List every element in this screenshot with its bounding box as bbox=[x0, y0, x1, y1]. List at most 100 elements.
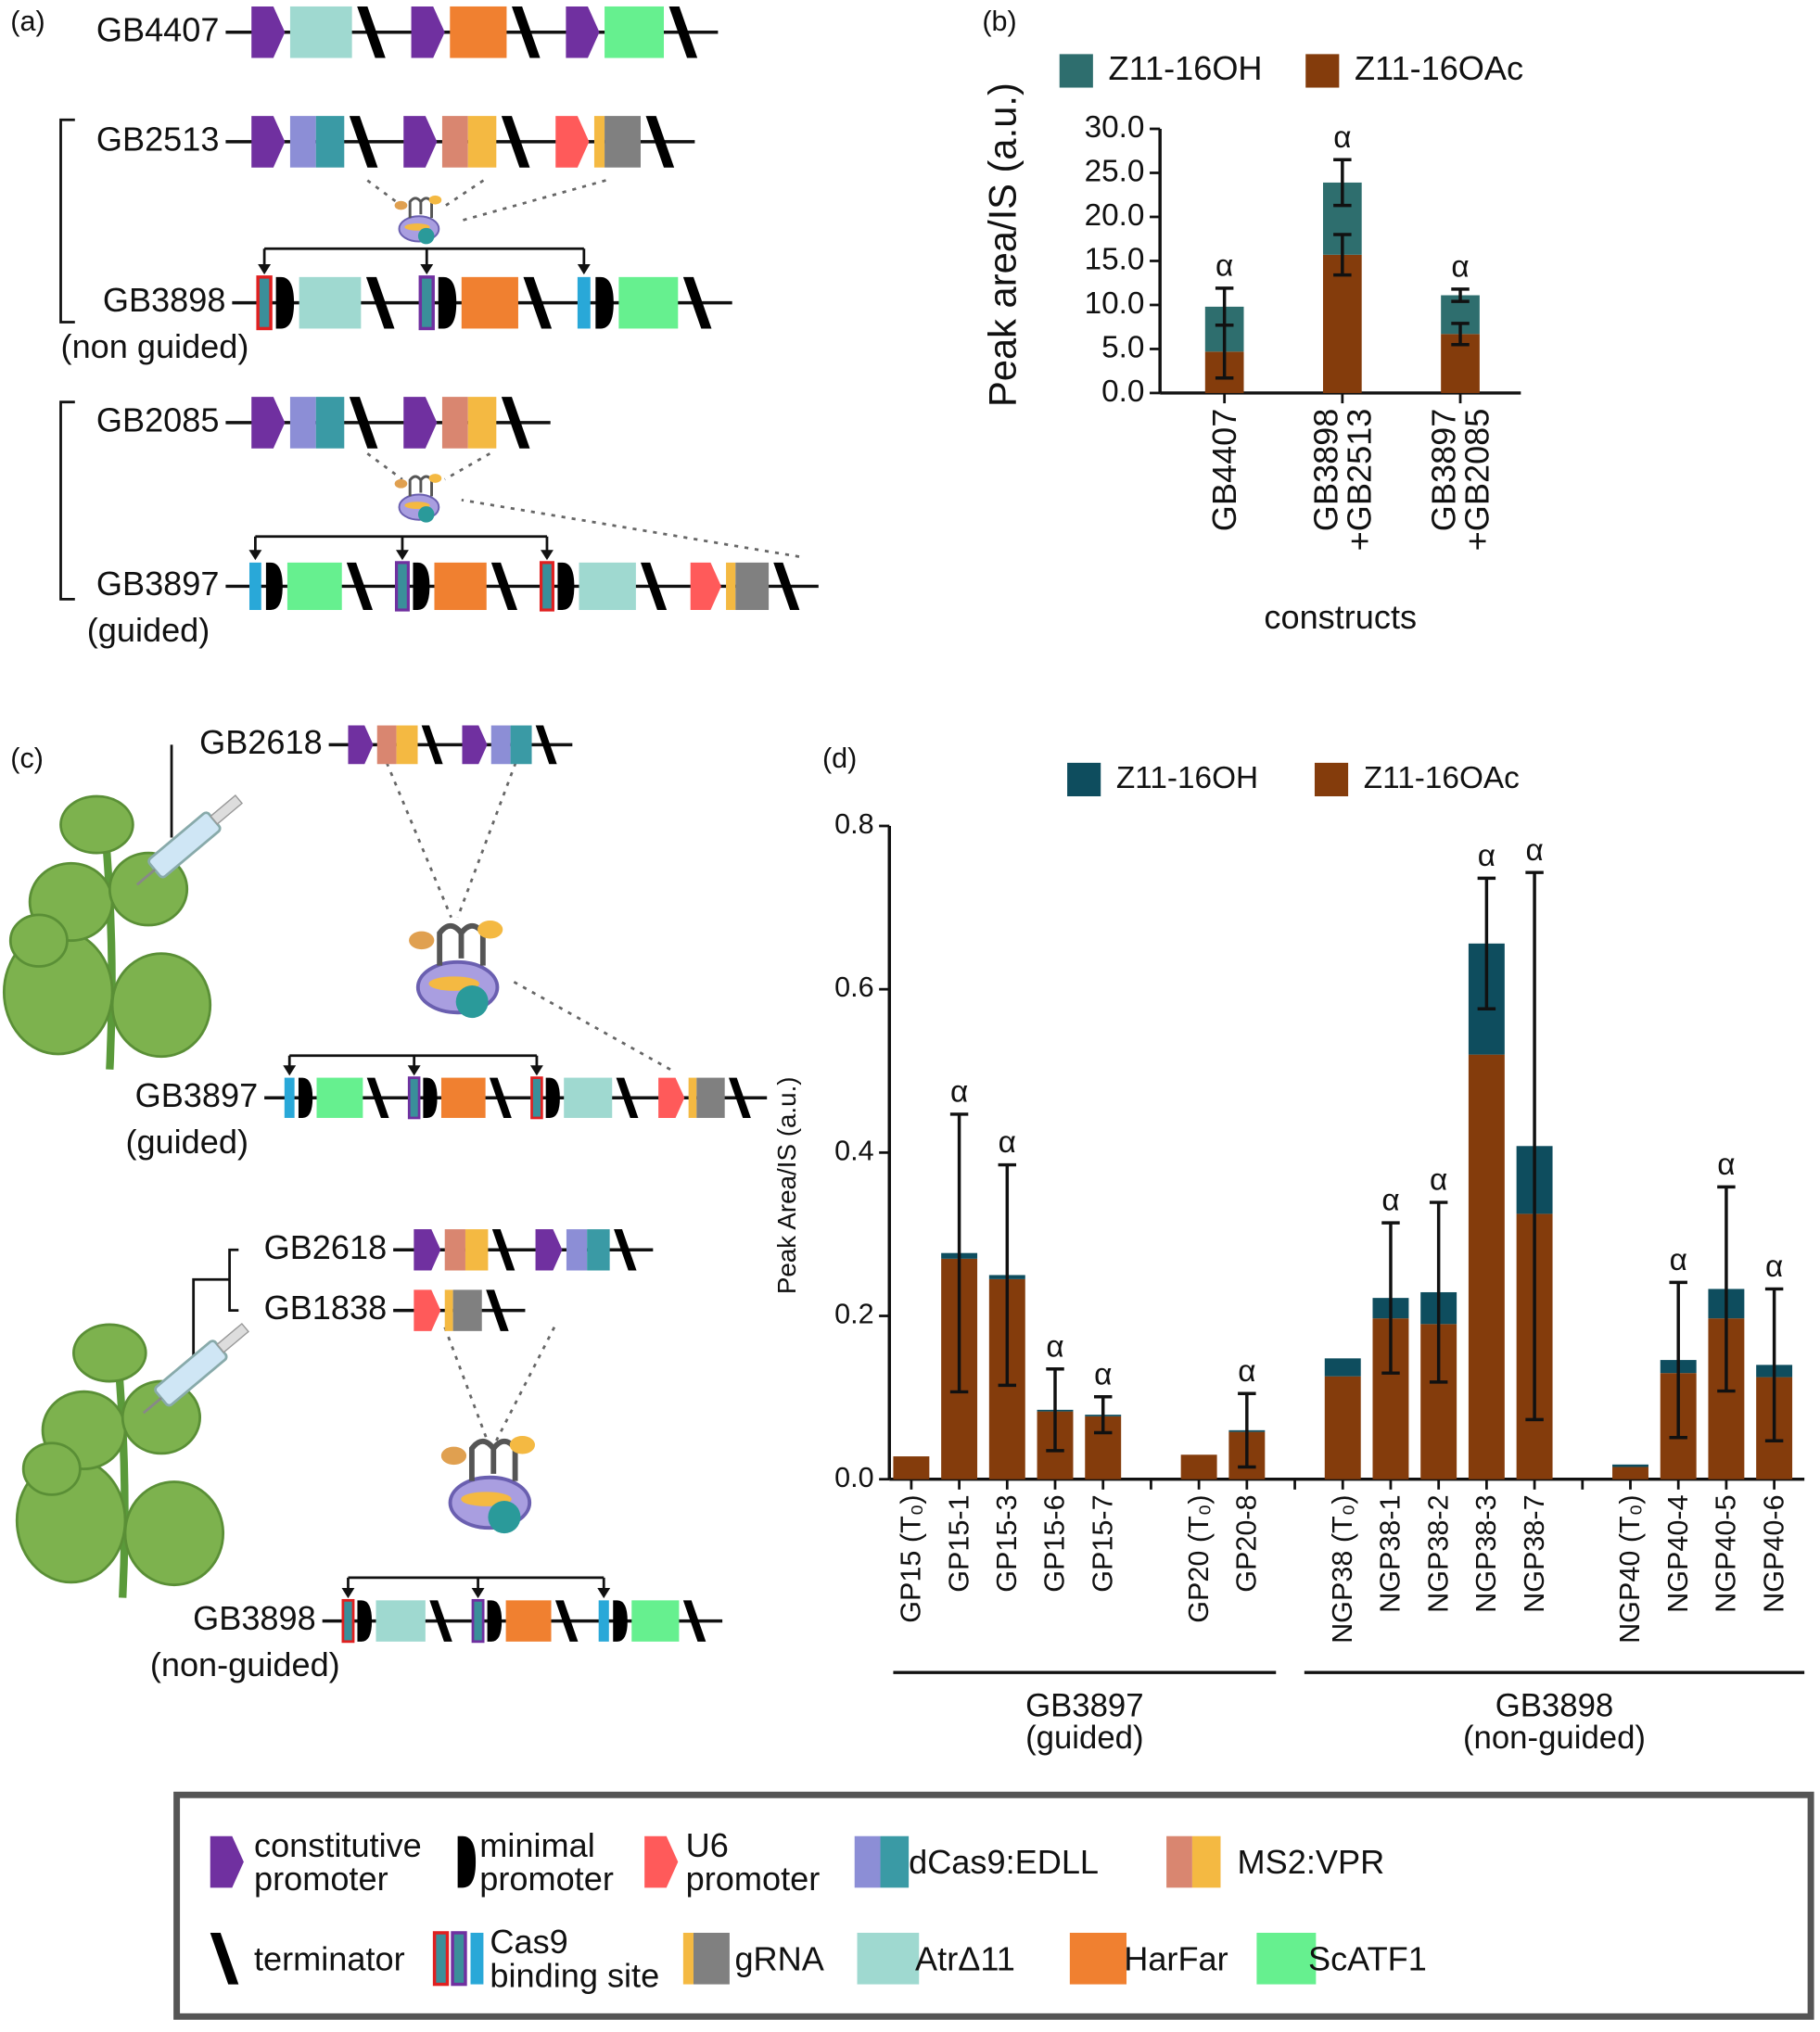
syringe-plunger bbox=[210, 794, 244, 825]
x-tick-label-box: NGP38 (T₀) bbox=[1326, 1494, 1358, 1644]
construct-name: GB2513 bbox=[96, 120, 220, 158]
x-tick-label: NGP40-6 bbox=[1757, 1494, 1790, 1613]
promoter bbox=[210, 1835, 244, 1888]
legend-label: ScATF1 bbox=[1308, 1938, 1427, 1978]
error-bar bbox=[1451, 322, 1470, 347]
scatf1-box bbox=[286, 562, 342, 611]
y-tick-label: 10.0 bbox=[1085, 286, 1145, 321]
annotation: α bbox=[1430, 1163, 1447, 1198]
legend-icon bbox=[857, 1932, 920, 1985]
construct bbox=[225, 535, 819, 612]
minimal-promoter bbox=[357, 1600, 373, 1642]
ms2 bbox=[428, 474, 442, 483]
binding-site bbox=[248, 562, 261, 611]
error-bar bbox=[1525, 870, 1544, 1422]
grna-box bbox=[726, 562, 736, 611]
legend-label-box: dCas9:EDLL bbox=[909, 1845, 1099, 1878]
needle bbox=[142, 1397, 162, 1415]
x-tick-label: NGP38-7 bbox=[1518, 1494, 1550, 1613]
syringe bbox=[142, 1322, 249, 1415]
vpr-box bbox=[467, 397, 497, 449]
dcas9-complex bbox=[394, 474, 442, 523]
annotation: α bbox=[999, 1125, 1016, 1160]
terminator bbox=[491, 1229, 515, 1271]
brackets bbox=[59, 118, 239, 1366]
terminator bbox=[349, 116, 378, 168]
x-tick-label-box: GP15-7 bbox=[1087, 1494, 1119, 1592]
u6-promoter bbox=[414, 1289, 441, 1331]
terminator bbox=[682, 1600, 706, 1642]
legend-label: gRNA bbox=[734, 1938, 824, 1978]
x-tick-label: GP20-8 bbox=[1229, 1494, 1263, 1593]
x-axis-label: constructs bbox=[1264, 598, 1417, 636]
bar-segment bbox=[1322, 254, 1362, 393]
harfar-box bbox=[1069, 1932, 1127, 1985]
x-tick-label-box: GP15 (T₀) bbox=[895, 1494, 927, 1622]
grna-box bbox=[605, 116, 641, 168]
panel-label: (c) bbox=[10, 743, 44, 774]
needle bbox=[135, 869, 156, 886]
legend-label: Z11-16OH bbox=[1116, 761, 1258, 795]
legend-label-box: AtrΔ11 bbox=[915, 1938, 1015, 1978]
scatf1-box bbox=[1256, 1932, 1317, 1985]
terminator bbox=[535, 725, 557, 765]
ms2-box bbox=[441, 397, 468, 449]
annotation: α bbox=[950, 1075, 968, 1110]
harfar-box bbox=[505, 1600, 552, 1642]
leaf bbox=[59, 794, 134, 855]
legend-label: Z11-16OH bbox=[1109, 49, 1263, 87]
construct-name: GB3898 bbox=[193, 1599, 316, 1637]
ms2 bbox=[394, 478, 408, 489]
x-tick-label-box: GP20-8 bbox=[1229, 1494, 1263, 1593]
annotation: α bbox=[1046, 1329, 1063, 1364]
legend-box bbox=[173, 1791, 1814, 2020]
promoter bbox=[348, 725, 374, 765]
atr-box bbox=[289, 6, 352, 58]
bar-segment bbox=[893, 1456, 930, 1480]
panel-label: (a) bbox=[10, 6, 45, 37]
x-tick-label-box: NGP40-6 bbox=[1757, 1494, 1790, 1613]
x-tick-label: NGP38-1 bbox=[1373, 1494, 1406, 1613]
error-bar bbox=[1046, 1367, 1064, 1453]
error-bar bbox=[998, 1162, 1017, 1388]
x-tick-label: GP15-6 bbox=[1037, 1494, 1071, 1593]
annotation: α bbox=[1451, 249, 1469, 284]
legend-label-box: constitutive promoter bbox=[254, 1828, 422, 1895]
promoter bbox=[535, 1229, 563, 1271]
leaf bbox=[110, 952, 212, 1059]
construct-name: GB2618 bbox=[199, 723, 323, 761]
legend-label: U6 promoter bbox=[685, 1825, 821, 1899]
construct-name: GB1838 bbox=[264, 1289, 388, 1327]
annotation: α bbox=[1215, 248, 1233, 283]
ms2-box bbox=[444, 1229, 465, 1271]
error-bar bbox=[1717, 1185, 1736, 1393]
group-label: GB3897 (guided) bbox=[1025, 1687, 1144, 1757]
binding-site bbox=[284, 1077, 295, 1118]
y-tick-label: 0.6 bbox=[834, 972, 873, 1003]
legend-label: AtrΔ11 bbox=[915, 1938, 1015, 1978]
terminator bbox=[640, 562, 668, 611]
atr-box bbox=[564, 1077, 613, 1118]
legend-swatch bbox=[1314, 762, 1349, 797]
bar-segment bbox=[1180, 1454, 1217, 1480]
minimal-promoter bbox=[438, 276, 457, 329]
error-bar bbox=[1764, 1287, 1784, 1443]
x-tick-label: NGP40-4 bbox=[1661, 1494, 1694, 1613]
legend-icon bbox=[457, 1835, 477, 1888]
minimal-promoter bbox=[545, 1077, 560, 1118]
promoter bbox=[403, 116, 438, 168]
panel-label: (b) bbox=[982, 6, 1016, 37]
legend-label: MS2:VPR bbox=[1237, 1842, 1385, 1882]
annotation: α bbox=[1765, 1250, 1783, 1284]
terminator bbox=[616, 1077, 639, 1118]
terminator bbox=[486, 1289, 509, 1331]
arrow-head bbox=[248, 550, 262, 561]
scatf1-box bbox=[316, 1077, 363, 1118]
promoter bbox=[411, 6, 445, 58]
protein bbox=[417, 227, 435, 245]
terminator bbox=[645, 116, 675, 168]
construct bbox=[393, 1289, 526, 1331]
construct bbox=[322, 1576, 723, 1644]
construct-note: (guided) bbox=[125, 1123, 248, 1161]
